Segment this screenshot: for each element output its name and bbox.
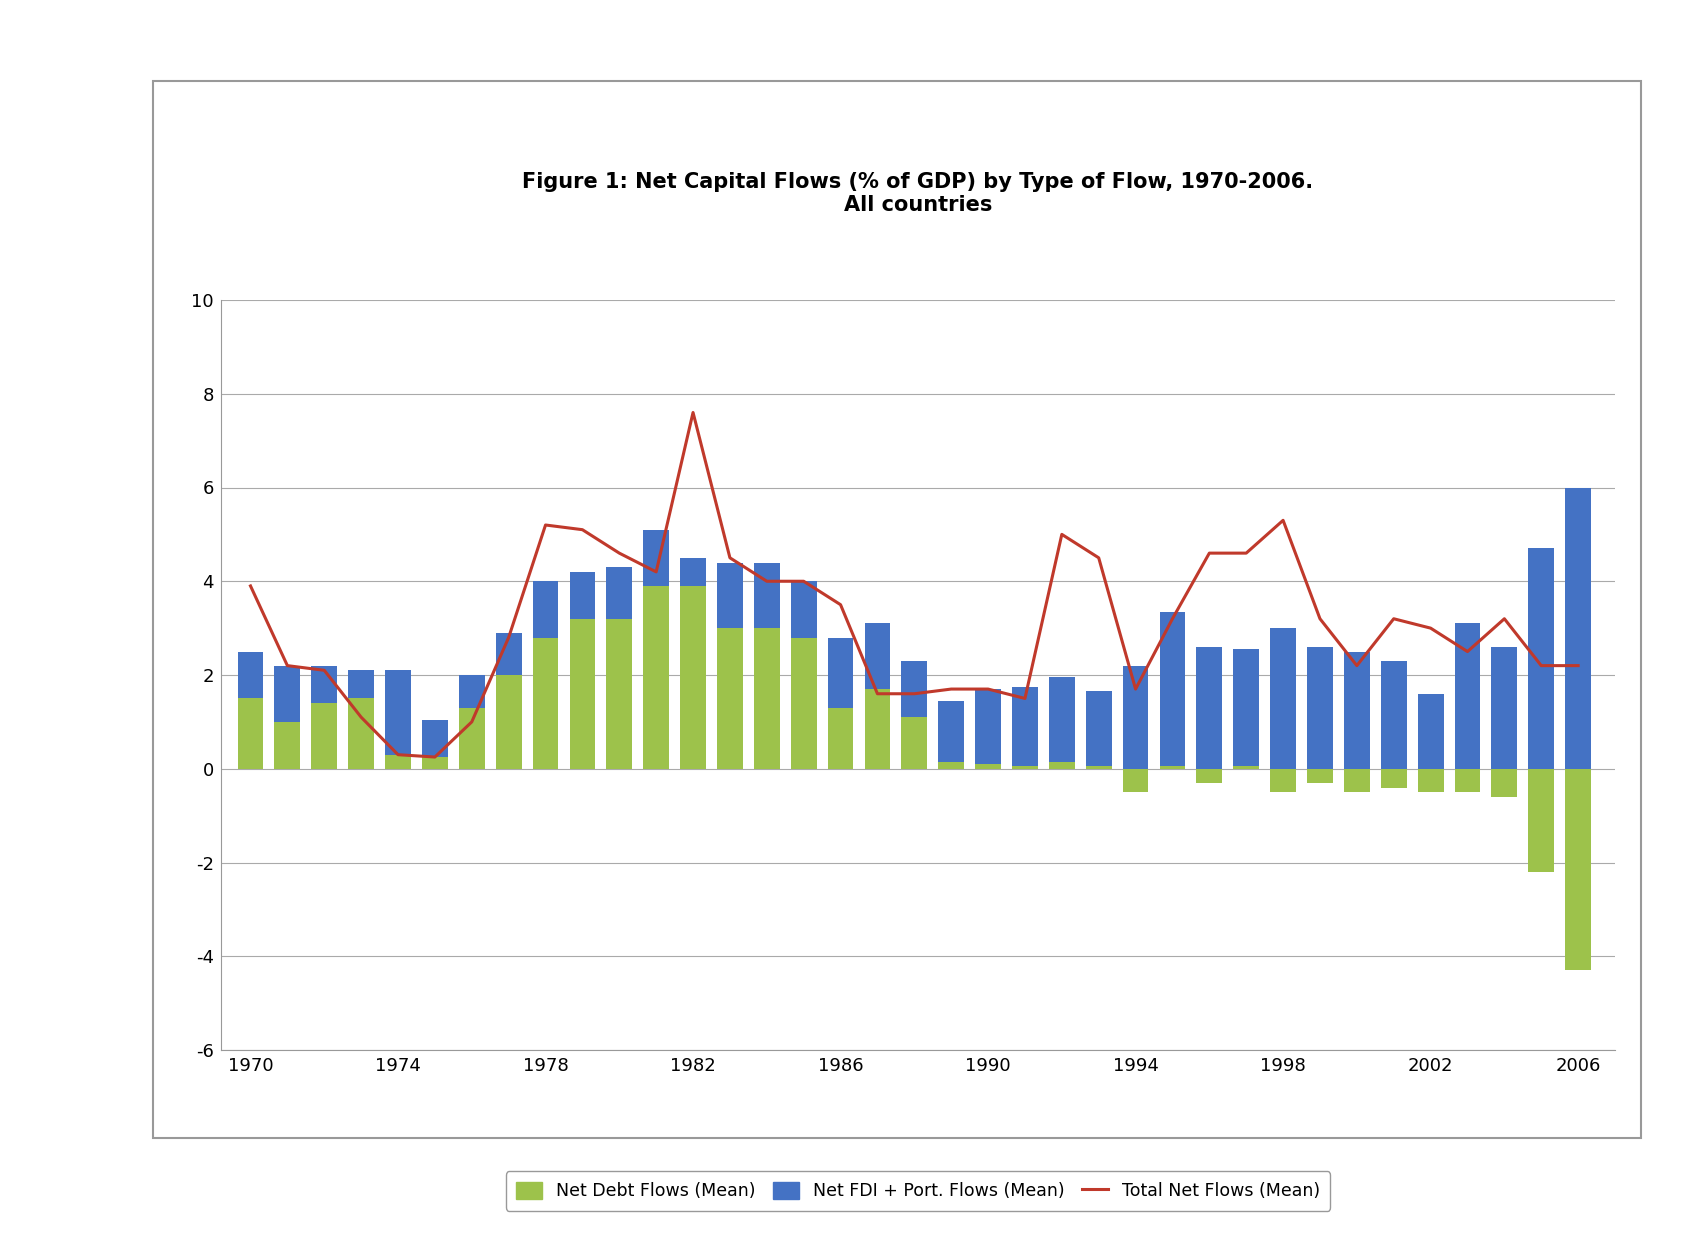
Bar [274, 721, 301, 769]
Legend: Net Debt Flows (Mean), Net FDI + Port. Flows (Mean), Total Net Flows (Mean): Net Debt Flows (Mean), Net FDI + Port. F… [505, 1171, 1331, 1211]
Bar [1491, 648, 1518, 769]
Bar [311, 703, 337, 769]
Bar [1086, 691, 1112, 766]
Bar [976, 764, 1001, 769]
Bar [865, 624, 891, 689]
Bar [680, 586, 705, 769]
Bar [238, 651, 264, 699]
Bar [570, 572, 595, 619]
Bar [386, 755, 411, 769]
Bar [1122, 769, 1149, 792]
Bar [459, 675, 484, 707]
Bar [607, 619, 632, 769]
Bar [1232, 649, 1260, 766]
Bar [1345, 769, 1370, 792]
Bar [1418, 694, 1443, 769]
Bar [1012, 686, 1039, 766]
Bar [753, 628, 780, 769]
Bar [1528, 769, 1554, 872]
Bar [901, 661, 926, 717]
Bar [828, 638, 853, 707]
Bar [274, 665, 301, 721]
Bar [1455, 624, 1481, 769]
Bar [532, 581, 558, 638]
Bar [1049, 761, 1074, 769]
Bar [422, 758, 447, 769]
Bar [976, 689, 1001, 764]
Bar [570, 619, 595, 769]
Bar [1197, 648, 1222, 769]
Bar [1232, 766, 1260, 769]
Bar [607, 568, 632, 619]
Bar [311, 665, 337, 702]
Bar [532, 638, 558, 769]
Bar [680, 558, 705, 586]
Bar [1491, 769, 1518, 798]
Bar [1418, 769, 1443, 792]
Bar [422, 720, 447, 758]
Bar [717, 628, 743, 769]
Text: Figure 1: Net Capital Flows (% of GDP) by Type of Flow, 1970-2006.
All countries: Figure 1: Net Capital Flows (% of GDP) b… [522, 173, 1314, 215]
Bar [1455, 769, 1481, 792]
Bar [1528, 549, 1554, 769]
Bar [1380, 661, 1406, 769]
Bar [717, 562, 743, 628]
Bar [1270, 628, 1295, 769]
Bar [790, 638, 816, 769]
Bar [1380, 769, 1406, 788]
Bar [1270, 769, 1295, 792]
Bar [901, 718, 926, 769]
Bar [496, 632, 522, 675]
Bar [1159, 766, 1185, 769]
Bar [1345, 651, 1370, 769]
Bar [1122, 665, 1149, 769]
Bar [348, 699, 374, 769]
Bar [1566, 488, 1591, 769]
Bar [1049, 678, 1074, 761]
Bar [1197, 769, 1222, 782]
Bar [238, 699, 264, 769]
Bar [459, 707, 484, 769]
Bar [1307, 648, 1333, 769]
Bar [1086, 766, 1112, 769]
Bar [643, 530, 670, 586]
Bar [865, 689, 891, 769]
Bar [753, 562, 780, 628]
Bar [1159, 611, 1185, 766]
Bar [348, 670, 374, 699]
Bar [386, 670, 411, 755]
Bar [938, 701, 964, 761]
Bar [938, 761, 964, 769]
Bar [790, 581, 816, 638]
Bar [643, 586, 670, 769]
Bar [496, 675, 522, 769]
Bar [1012, 766, 1039, 769]
Bar [1307, 769, 1333, 782]
Bar [828, 707, 853, 769]
Bar [1566, 769, 1591, 970]
